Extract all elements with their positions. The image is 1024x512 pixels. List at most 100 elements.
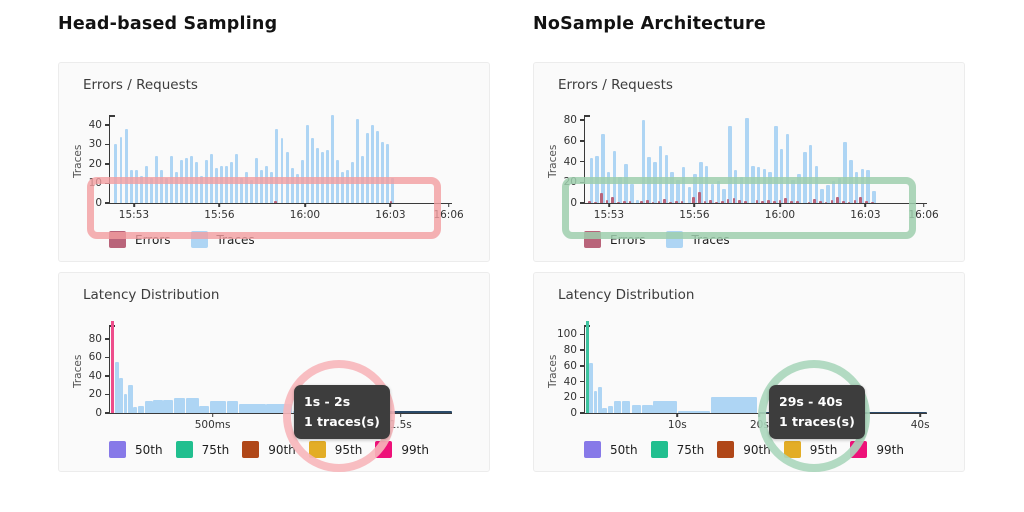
traces-bar[interactable]	[255, 158, 259, 203]
traces-bar[interactable]	[164, 177, 168, 203]
errors-bar[interactable]	[623, 200, 626, 203]
traces-bar[interactable]	[826, 185, 830, 203]
traces-bar[interactable]	[739, 177, 744, 203]
traces-bar[interactable]	[280, 138, 284, 203]
traces-bar[interactable]	[791, 180, 795, 203]
traces-bar[interactable]	[854, 171, 859, 203]
errors-bar[interactable]	[772, 200, 776, 203]
errors-bar[interactable]	[657, 200, 661, 203]
traces-bar[interactable]	[658, 146, 663, 203]
histogram-bar[interactable]	[597, 387, 602, 413]
traces-bar[interactable]	[361, 156, 364, 203]
errors-bar[interactable]	[738, 199, 741, 203]
histogram-bar[interactable]	[266, 403, 293, 413]
errors-bar[interactable]	[274, 201, 277, 203]
traces-bar[interactable]	[194, 161, 198, 203]
histogram-bar[interactable]	[593, 391, 598, 413]
errors-bar[interactable]	[599, 192, 603, 203]
traces-bar[interactable]	[205, 159, 208, 203]
errors-bar[interactable]	[761, 200, 764, 203]
traces-bar[interactable]	[814, 165, 819, 203]
errors-bar[interactable]	[790, 200, 793, 203]
traces-bar[interactable]	[745, 118, 749, 203]
traces-bar[interactable]	[872, 190, 876, 203]
traces-bar[interactable]	[144, 165, 148, 203]
traces-bar[interactable]	[704, 165, 709, 203]
traces-bar[interactable]	[837, 178, 842, 203]
errors-bar[interactable]	[778, 199, 782, 203]
traces-bar[interactable]	[386, 144, 390, 203]
traces-bar[interactable]	[676, 180, 680, 203]
traces-bar[interactable]	[215, 167, 219, 203]
traces-bar[interactable]	[220, 165, 224, 203]
traces-bar[interactable]	[601, 133, 605, 203]
traces-bar[interactable]	[797, 174, 801, 203]
traces-bar[interactable]	[751, 165, 755, 203]
traces-bar[interactable]	[635, 199, 640, 203]
errors-bar[interactable]	[390, 201, 393, 203]
errors-bar[interactable]	[640, 200, 643, 203]
traces-bar[interactable]	[664, 155, 669, 203]
errors-bar[interactable]	[767, 199, 770, 203]
errors-bar[interactable]	[784, 197, 788, 203]
legend-item-traces[interactable]: Traces	[665, 231, 730, 248]
errors-bar[interactable]	[588, 200, 592, 203]
errors-bar[interactable]	[663, 198, 666, 203]
traces-bar[interactable]	[366, 132, 369, 203]
traces-bar[interactable]	[687, 187, 692, 203]
traces-bar[interactable]	[391, 177, 395, 203]
traces-bar[interactable]	[114, 144, 118, 203]
errors-bar[interactable]	[617, 201, 620, 203]
traces-bar[interactable]	[612, 151, 617, 203]
errors-bar[interactable]	[680, 200, 684, 203]
histogram-bar[interactable]	[173, 398, 186, 413]
traces-bar[interactable]	[641, 120, 646, 203]
traces-bar[interactable]	[275, 128, 279, 203]
histogram-bar[interactable]	[163, 400, 174, 413]
legend-item-50th[interactable]: 50th	[109, 441, 163, 458]
traces-bar[interactable]	[371, 124, 375, 203]
traces-bar[interactable]	[376, 130, 380, 203]
errors-bar[interactable]	[721, 200, 724, 203]
errors-bar[interactable]	[611, 196, 615, 203]
histogram-bar[interactable]	[642, 405, 654, 413]
errors-bar[interactable]	[830, 199, 834, 203]
traces-bar[interactable]	[681, 166, 686, 203]
traces-bar[interactable]	[653, 161, 657, 203]
traces-bar[interactable]	[335, 159, 339, 203]
traces-bar[interactable]	[310, 138, 314, 203]
traces-bar[interactable]	[355, 118, 359, 203]
traces-bar[interactable]	[330, 115, 334, 203]
histogram-bar[interactable]	[710, 396, 758, 413]
histogram-bar[interactable]	[238, 403, 266, 413]
traces-bar[interactable]	[345, 169, 349, 203]
legend-item-errors[interactable]: Errors	[109, 231, 171, 248]
histogram-bar[interactable]	[614, 401, 622, 413]
errors-bar[interactable]	[813, 198, 816, 203]
traces-bar[interactable]	[305, 124, 309, 203]
traces-bar[interactable]	[756, 166, 761, 203]
histogram-bar[interactable]	[653, 401, 677, 413]
histogram-bar[interactable]	[199, 405, 210, 413]
errors-bar[interactable]	[651, 201, 655, 203]
traces-bar[interactable]	[189, 156, 193, 203]
traces-bar[interactable]	[589, 158, 594, 203]
traces-bar[interactable]	[245, 171, 249, 203]
legend-item-99th[interactable]: 99th	[375, 441, 429, 458]
legend-item-75th[interactable]: 75th	[175, 441, 229, 458]
errors-bar[interactable]	[674, 200, 678, 203]
traces-bar[interactable]	[154, 156, 158, 203]
traces-bar[interactable]	[295, 173, 299, 203]
traces-bar[interactable]	[260, 169, 264, 203]
errors-bar[interactable]	[824, 201, 828, 203]
traces-bar[interactable]	[595, 156, 599, 203]
traces-bar[interactable]	[290, 167, 294, 203]
traces-bar[interactable]	[860, 168, 865, 203]
errors-bar[interactable]	[703, 200, 707, 203]
traces-bar[interactable]	[802, 152, 807, 203]
errors-bar[interactable]	[726, 198, 730, 203]
legend-item-traces[interactable]: Traces	[190, 231, 255, 248]
errors-bar[interactable]	[594, 201, 597, 203]
legend-item-50th[interactable]: 50th	[584, 441, 638, 458]
histogram-bar[interactable]	[128, 385, 133, 413]
